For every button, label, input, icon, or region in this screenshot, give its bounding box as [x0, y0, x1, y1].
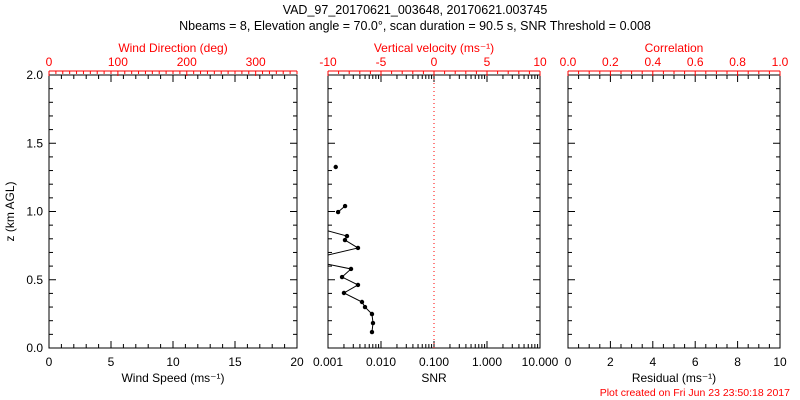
z-axis-title: z (km AGL) — [3, 181, 17, 241]
snr-profile-point — [333, 164, 338, 170]
wind-bottom-axis-title: Wind Speed (ms⁻¹) — [121, 371, 224, 385]
plot-footer-timestamp: Plot created on Fri Jun 23 23:50:18 2017 — [600, 387, 790, 399]
snr-profile-point — [355, 245, 361, 251]
snr-bottom-tick-label: 0.010 — [366, 355, 396, 369]
snr-profile-point — [342, 237, 348, 243]
residual-bottom-tick-label: 6 — [692, 355, 699, 369]
residual-top-tick-label: 0.2 — [602, 55, 619, 69]
snr-bottom-tick-label: 1.000 — [472, 355, 502, 369]
snr-profile-point — [348, 266, 354, 272]
residual-panel: 0 2 4 6 8 10 Residual (ms⁻¹) 0.0 0.2 0.4 0.6 0.8 1.0… — [560, 41, 789, 385]
snr-profile-point — [342, 203, 348, 209]
snr-top-tick-label: 0 — [431, 55, 438, 69]
z-tick-label: 0.5 — [26, 273, 43, 287]
residual-bottom-tick-label: 2 — [607, 355, 614, 369]
wind-axis-box — [48, 74, 298, 349]
wind-top-tick-label: 300 — [246, 55, 266, 69]
snr-profile-point — [369, 329, 375, 335]
z-tick-label: 1.0 — [26, 205, 43, 219]
wind-bottom-tick-label: 20 — [290, 355, 304, 369]
snr-profile-point — [362, 304, 368, 310]
wind-bottom-tick-label: 10 — [166, 355, 180, 369]
snr-bottom-tick-label: 0.100 — [419, 355, 449, 369]
wind-bottom-tick-label: 0 — [46, 355, 53, 369]
residual-top-tick-label: 0.4 — [644, 55, 661, 69]
wind-top-tick-label: 0 — [46, 55, 53, 69]
z-tick-label: 1.5 — [26, 136, 43, 150]
snr-profile-point — [355, 282, 361, 288]
wind-bottom-tick-label: 5 — [108, 355, 115, 369]
z-tick-label: 2.0 — [26, 68, 43, 82]
snr-profile-point — [344, 233, 350, 239]
residual-bottom-axis-title: Residual (ms⁻¹) — [632, 371, 716, 385]
snr-bottom-tick-label: 0.001 — [313, 355, 343, 369]
residual-top-axis-title: Correlation — [645, 41, 704, 55]
wind-top-tick-label: 100 — [108, 55, 128, 69]
snr-profile-point — [341, 290, 347, 296]
snr-profile-point — [370, 320, 376, 326]
snr-profile-point — [369, 311, 375, 317]
snr-profile-point — [359, 299, 365, 305]
wind-bottom-tick-label: 15 — [228, 355, 242, 369]
snr-top-tick-label: -5 — [376, 55, 387, 69]
residual-top-tick-label: 1.0 — [772, 55, 789, 69]
wind-panel: 0 5 10 15 20 Wind Speed (ms⁻¹) 0.0 0.5 1.0 1.5 2.0… — [3, 41, 304, 385]
residual-bottom-tick-label: 0 — [565, 355, 572, 369]
z-tick-label: 0.0 — [26, 341, 43, 355]
residual-bottom-tick-label: 8 — [734, 355, 741, 369]
snr-bottom-tick-label: 10.000 — [522, 355, 559, 369]
snr-top-tick-label: 10 — [533, 55, 547, 69]
snr-top-tick-label: 5 — [484, 55, 491, 69]
snr-profile-point — [335, 209, 341, 215]
residual-bottom-tick-label: 4 — [649, 355, 656, 369]
residual-top-tick-label: 0.6 — [687, 55, 704, 69]
snr-bottom-axis-title: SNR — [421, 371, 447, 385]
plot-title: VAD_97_20170621_003648, 20170621.003745 — [283, 3, 548, 17]
residual-top-tick-label: 0.0 — [560, 55, 577, 69]
snr-top-tick-label: -10 — [319, 55, 337, 69]
snr-top-axis-title: Vertical velocity (ms⁻¹) — [374, 41, 494, 55]
plot-subtitle: Nbeams = 8, Elevation angle = 70.0°, sca… — [179, 19, 651, 33]
snr-profile-point — [339, 274, 345, 280]
wind-top-axis-title: Wind Direction (deg) — [118, 41, 227, 55]
residual-bottom-tick-label: 10 — [773, 355, 787, 369]
residual-top-tick-label: 0.8 — [729, 55, 746, 69]
snr-profile-series — [328, 164, 376, 335]
snr-profile-line — [328, 230, 374, 333]
residual-axis-box — [567, 74, 781, 349]
wind-top-tick-label: 200 — [177, 55, 197, 69]
snr-panel: 0.001 0.010 0.100 1.000 10.000 SNR -10 -5 0 5 10 Ve… — [313, 41, 559, 385]
